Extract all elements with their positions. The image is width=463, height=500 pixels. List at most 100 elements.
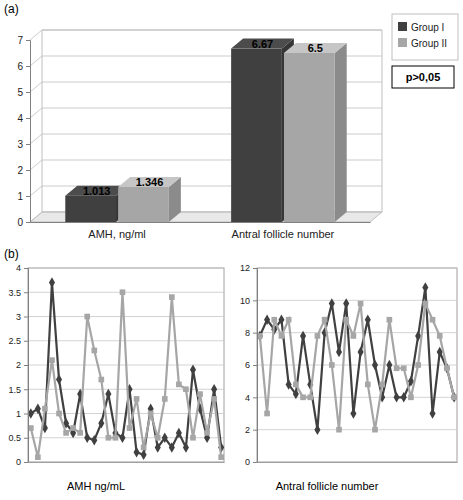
y-tick: 4 xyxy=(17,113,30,124)
grid xyxy=(28,268,224,462)
y-tick: 2 xyxy=(245,425,257,435)
marker xyxy=(141,449,147,460)
marker xyxy=(358,301,364,307)
marker xyxy=(204,430,210,436)
x-tick: Antral follicle number xyxy=(232,222,335,240)
marker xyxy=(120,289,126,295)
marker xyxy=(197,391,203,397)
y-tick-mark xyxy=(253,333,257,334)
y-tick-mark xyxy=(253,462,257,463)
marker xyxy=(134,396,140,402)
y-tick: 2 xyxy=(16,360,28,370)
bar-top xyxy=(118,177,181,187)
y-tick: 3 xyxy=(17,139,30,150)
marker xyxy=(91,435,97,446)
annotation-text: p>0,05 xyxy=(406,71,441,83)
grid-line xyxy=(257,268,457,269)
y-tick: 0 xyxy=(245,457,257,467)
y-tick: 4 xyxy=(16,263,28,273)
y-tick: 3.5 xyxy=(8,288,28,298)
y-axis-line xyxy=(253,269,258,463)
y-tick-mark xyxy=(24,317,28,318)
marker xyxy=(190,365,196,376)
marker xyxy=(211,384,217,395)
marker xyxy=(42,406,48,412)
y-tick: 7 xyxy=(17,35,30,46)
marker xyxy=(437,333,443,339)
grid-line xyxy=(257,429,457,430)
y-tick-label: 6 xyxy=(17,61,23,72)
legend-swatch xyxy=(398,22,407,31)
y-tick-label: 7 xyxy=(17,35,23,46)
marker xyxy=(70,425,76,431)
annotation-box xyxy=(392,66,454,88)
bar-top xyxy=(284,43,347,53)
marker xyxy=(35,403,41,414)
marker xyxy=(394,392,400,403)
bar xyxy=(65,196,116,222)
annotation: p>0,05 xyxy=(392,66,454,88)
data-labels: 1.0136.671.3466.5 xyxy=(83,38,323,197)
grid xyxy=(257,268,457,462)
y-tick-label: 0.5 xyxy=(8,433,21,443)
legend-frame xyxy=(392,14,458,60)
y-tick-mark xyxy=(24,414,28,415)
marker xyxy=(56,374,62,385)
marker xyxy=(106,435,112,441)
y-tick-mark xyxy=(253,430,257,431)
marker xyxy=(422,282,428,293)
x-axis: AMH, ng/ml Antral follicle number xyxy=(31,222,371,240)
y-axis: 0 2 4 6 8 10 12 xyxy=(240,263,258,467)
marker xyxy=(286,379,292,390)
marker xyxy=(176,382,182,388)
bar xyxy=(284,53,335,222)
y-tick-mark xyxy=(26,222,30,223)
y-tick-mark xyxy=(24,292,28,293)
y-tick-label: 4 xyxy=(16,263,21,273)
grid-line xyxy=(28,462,224,463)
data-label: 1.346 xyxy=(136,176,164,188)
marker xyxy=(401,365,407,371)
marker xyxy=(119,432,125,443)
y-tick-label: 3 xyxy=(17,139,23,150)
marker xyxy=(218,454,224,460)
y-tick: 6 xyxy=(245,360,257,370)
y-tick: 4 xyxy=(245,393,257,403)
marker xyxy=(307,395,313,401)
legend-label: Group I xyxy=(411,22,444,33)
y-axis-line xyxy=(26,41,31,223)
x-axis-line xyxy=(29,462,225,463)
marker xyxy=(155,435,161,441)
marker xyxy=(113,435,119,441)
marker xyxy=(169,294,175,300)
data-label: 6.67 xyxy=(252,38,273,50)
marker xyxy=(387,317,393,323)
x-tick-label: AMH, ng/ml xyxy=(88,228,145,240)
marker xyxy=(98,377,104,383)
grid-line xyxy=(28,292,224,293)
x-axis xyxy=(258,462,458,464)
marker xyxy=(91,348,97,354)
marker xyxy=(176,428,182,439)
marker xyxy=(84,314,90,320)
marker xyxy=(372,360,378,371)
y-tick-mark xyxy=(24,341,28,342)
y-axis-line xyxy=(24,269,29,463)
marker xyxy=(329,298,335,309)
bar xyxy=(231,49,282,222)
marker xyxy=(190,435,196,441)
marker xyxy=(444,365,450,371)
y-tick-label: 0 xyxy=(245,457,250,467)
grid-line xyxy=(257,397,457,398)
marker xyxy=(329,362,335,368)
marker xyxy=(183,386,189,392)
y-tick: 0 xyxy=(16,457,28,467)
y-tick: 2.5 xyxy=(8,336,28,346)
y-tick: 10 xyxy=(240,296,257,306)
marker xyxy=(379,382,385,388)
y-tick: 8 xyxy=(245,328,257,338)
grid-line xyxy=(28,268,224,269)
y-tick-label: 12 xyxy=(240,263,250,273)
grid xyxy=(30,30,382,222)
x-axis-title: Antral follicle number xyxy=(276,480,379,492)
